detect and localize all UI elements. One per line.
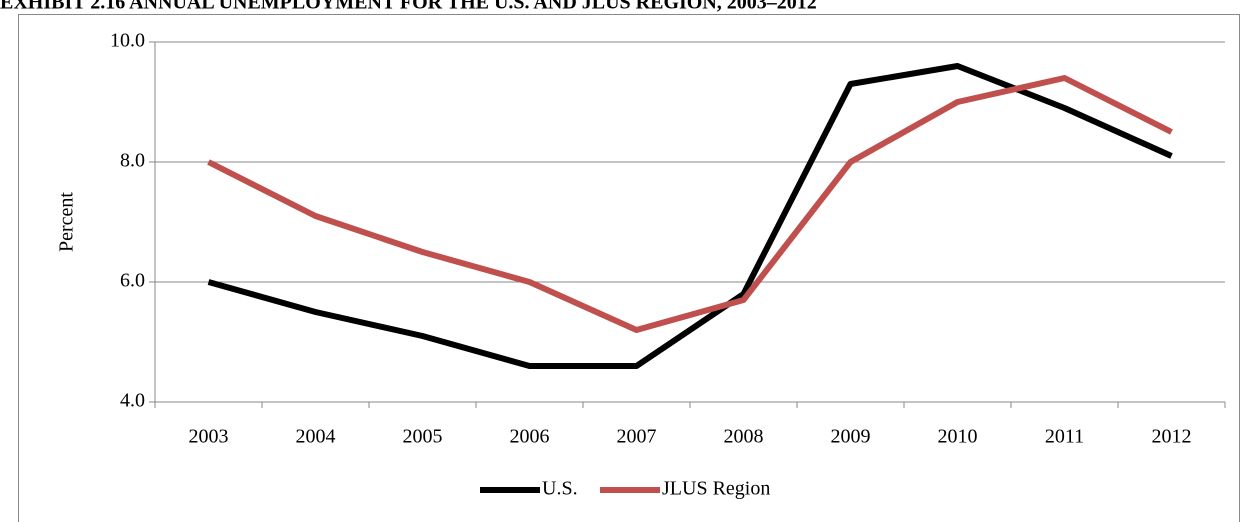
y-tick-label: 10.0 bbox=[110, 30, 145, 52]
x-tick-label: 2004 bbox=[296, 426, 336, 448]
legend-label: JLUS Region bbox=[662, 478, 770, 500]
chart-border bbox=[18, 14, 1240, 522]
series-line bbox=[207, 63, 1173, 369]
legend-label: U.S. bbox=[542, 478, 578, 500]
x-tick-label: 2005 bbox=[403, 426, 443, 448]
x-tick-label: 2008 bbox=[724, 426, 764, 448]
x-tick-label: 2006 bbox=[510, 426, 550, 448]
x-tick-label: 2007 bbox=[617, 426, 657, 448]
y-axis-label: Percent bbox=[56, 192, 78, 252]
x-tick-label: 2009 bbox=[831, 426, 871, 448]
y-tick-label: 4.0 bbox=[120, 390, 145, 412]
y-tick-label: 8.0 bbox=[120, 150, 145, 172]
x-tick-label: 2011 bbox=[1045, 426, 1084, 448]
x-tick-label: 2012 bbox=[1152, 426, 1192, 448]
x-tick-label: 2003 bbox=[189, 426, 229, 448]
series-line bbox=[207, 75, 1173, 333]
x-tick-label: 2010 bbox=[938, 426, 978, 448]
chart-title: EXHIBIT 2.16 ANNUAL UNEMPLOYMENT FOR THE… bbox=[0, 0, 817, 14]
y-tick-label: 6.0 bbox=[120, 270, 145, 292]
